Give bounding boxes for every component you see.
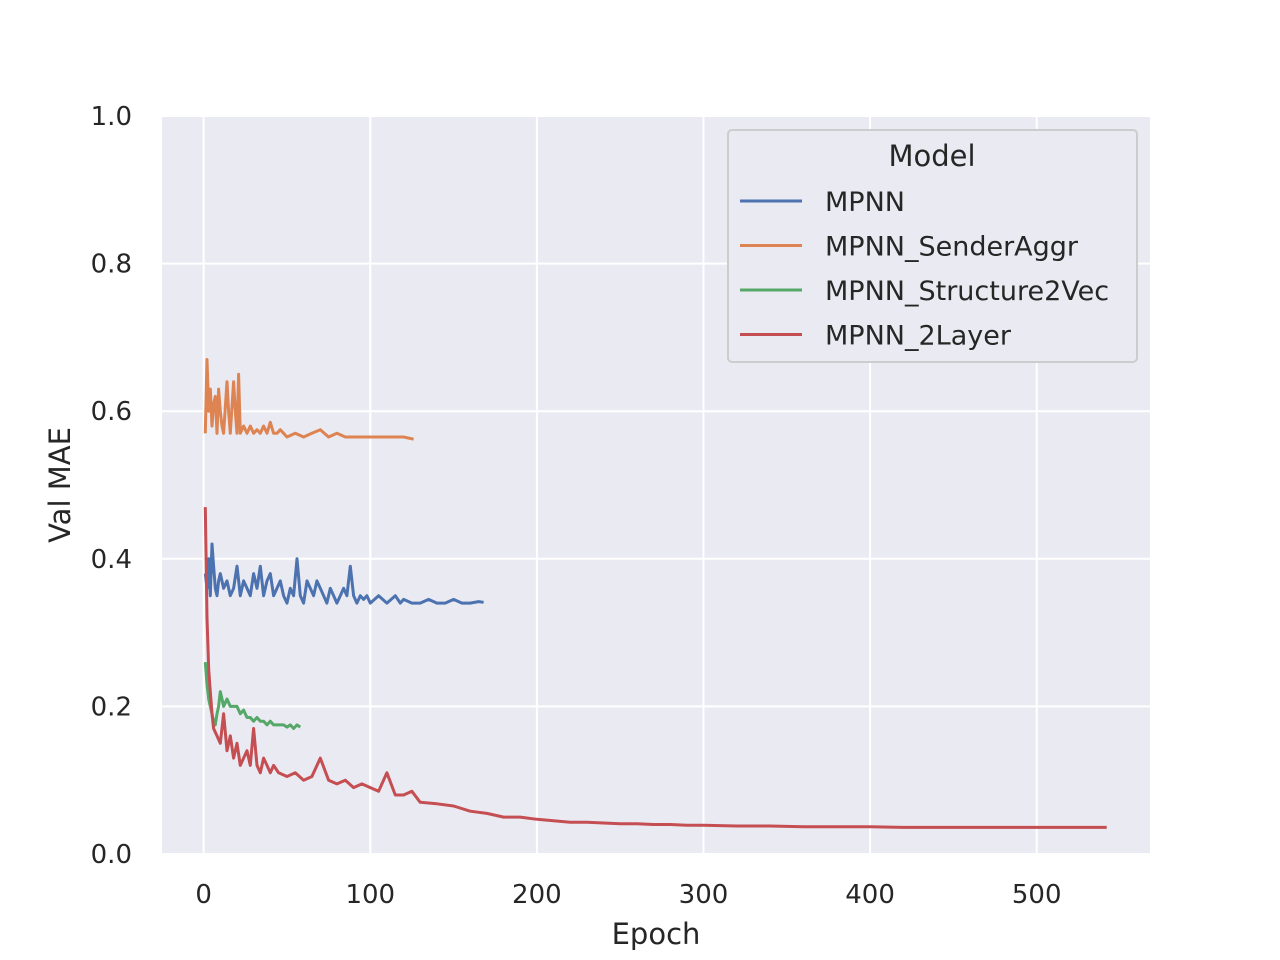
x-tick-label: 300 [679,880,729,910]
x-tick-label: 400 [845,880,895,910]
legend-label: MPNN [825,187,905,218]
y-tick-label: 0.0 [91,840,132,870]
series-line-mpnn-2layer [203,507,1107,829]
legend-item-mpnn-2layer: MPNN_2Layer [740,321,1012,352]
x-tick-label: 100 [345,880,395,910]
legend-title: Model [888,139,975,173]
x-tick-label: 0 [195,880,212,910]
series-line-mpnn-structure2vec [203,661,302,730]
legend-label: MPNN_SenderAggr [825,232,1079,263]
series-line-mpnn-senderaggr [203,358,414,441]
x-tick-label: 200 [512,880,562,910]
legend-box [727,129,1138,363]
series-line-mpnn [203,542,484,605]
y-tick-labels: 0.0 0.2 0.4 0.6 0.8 1.0 [91,102,132,870]
legend-item-mpnn: MPNN [740,187,905,218]
y-tick-label: 1.0 [91,102,132,132]
legend: Model MPNN MPNN_SenderAggr MPNN_Structure2… [727,129,1138,363]
legend-item-mpnn-senderaggr: MPNN_SenderAggr [740,232,1079,263]
y-tick-label: 0.4 [91,545,132,575]
x-tick-labels: 0 100 200 300 400 500 [195,880,1061,910]
x-axis-label: Epoch [612,917,701,951]
series-lines [203,358,1107,829]
legend-label: MPNN_Structure2Vec [825,276,1109,307]
legend-item-mpnn-structure2vec: MPNN_Structure2Vec [740,276,1109,307]
legend-label: MPNN_2Layer [825,321,1012,352]
y-tick-label: 0.2 [91,692,132,722]
legend-items: MPNN MPNN_SenderAggr MPNN_Structure2Vec MPN… [740,187,1109,352]
y-tick-label: 0.6 [91,397,132,427]
y-axis-label: Val MAE [43,427,77,543]
x-tick-label: 500 [1012,880,1062,910]
y-tick-label: 0.8 [91,250,132,280]
